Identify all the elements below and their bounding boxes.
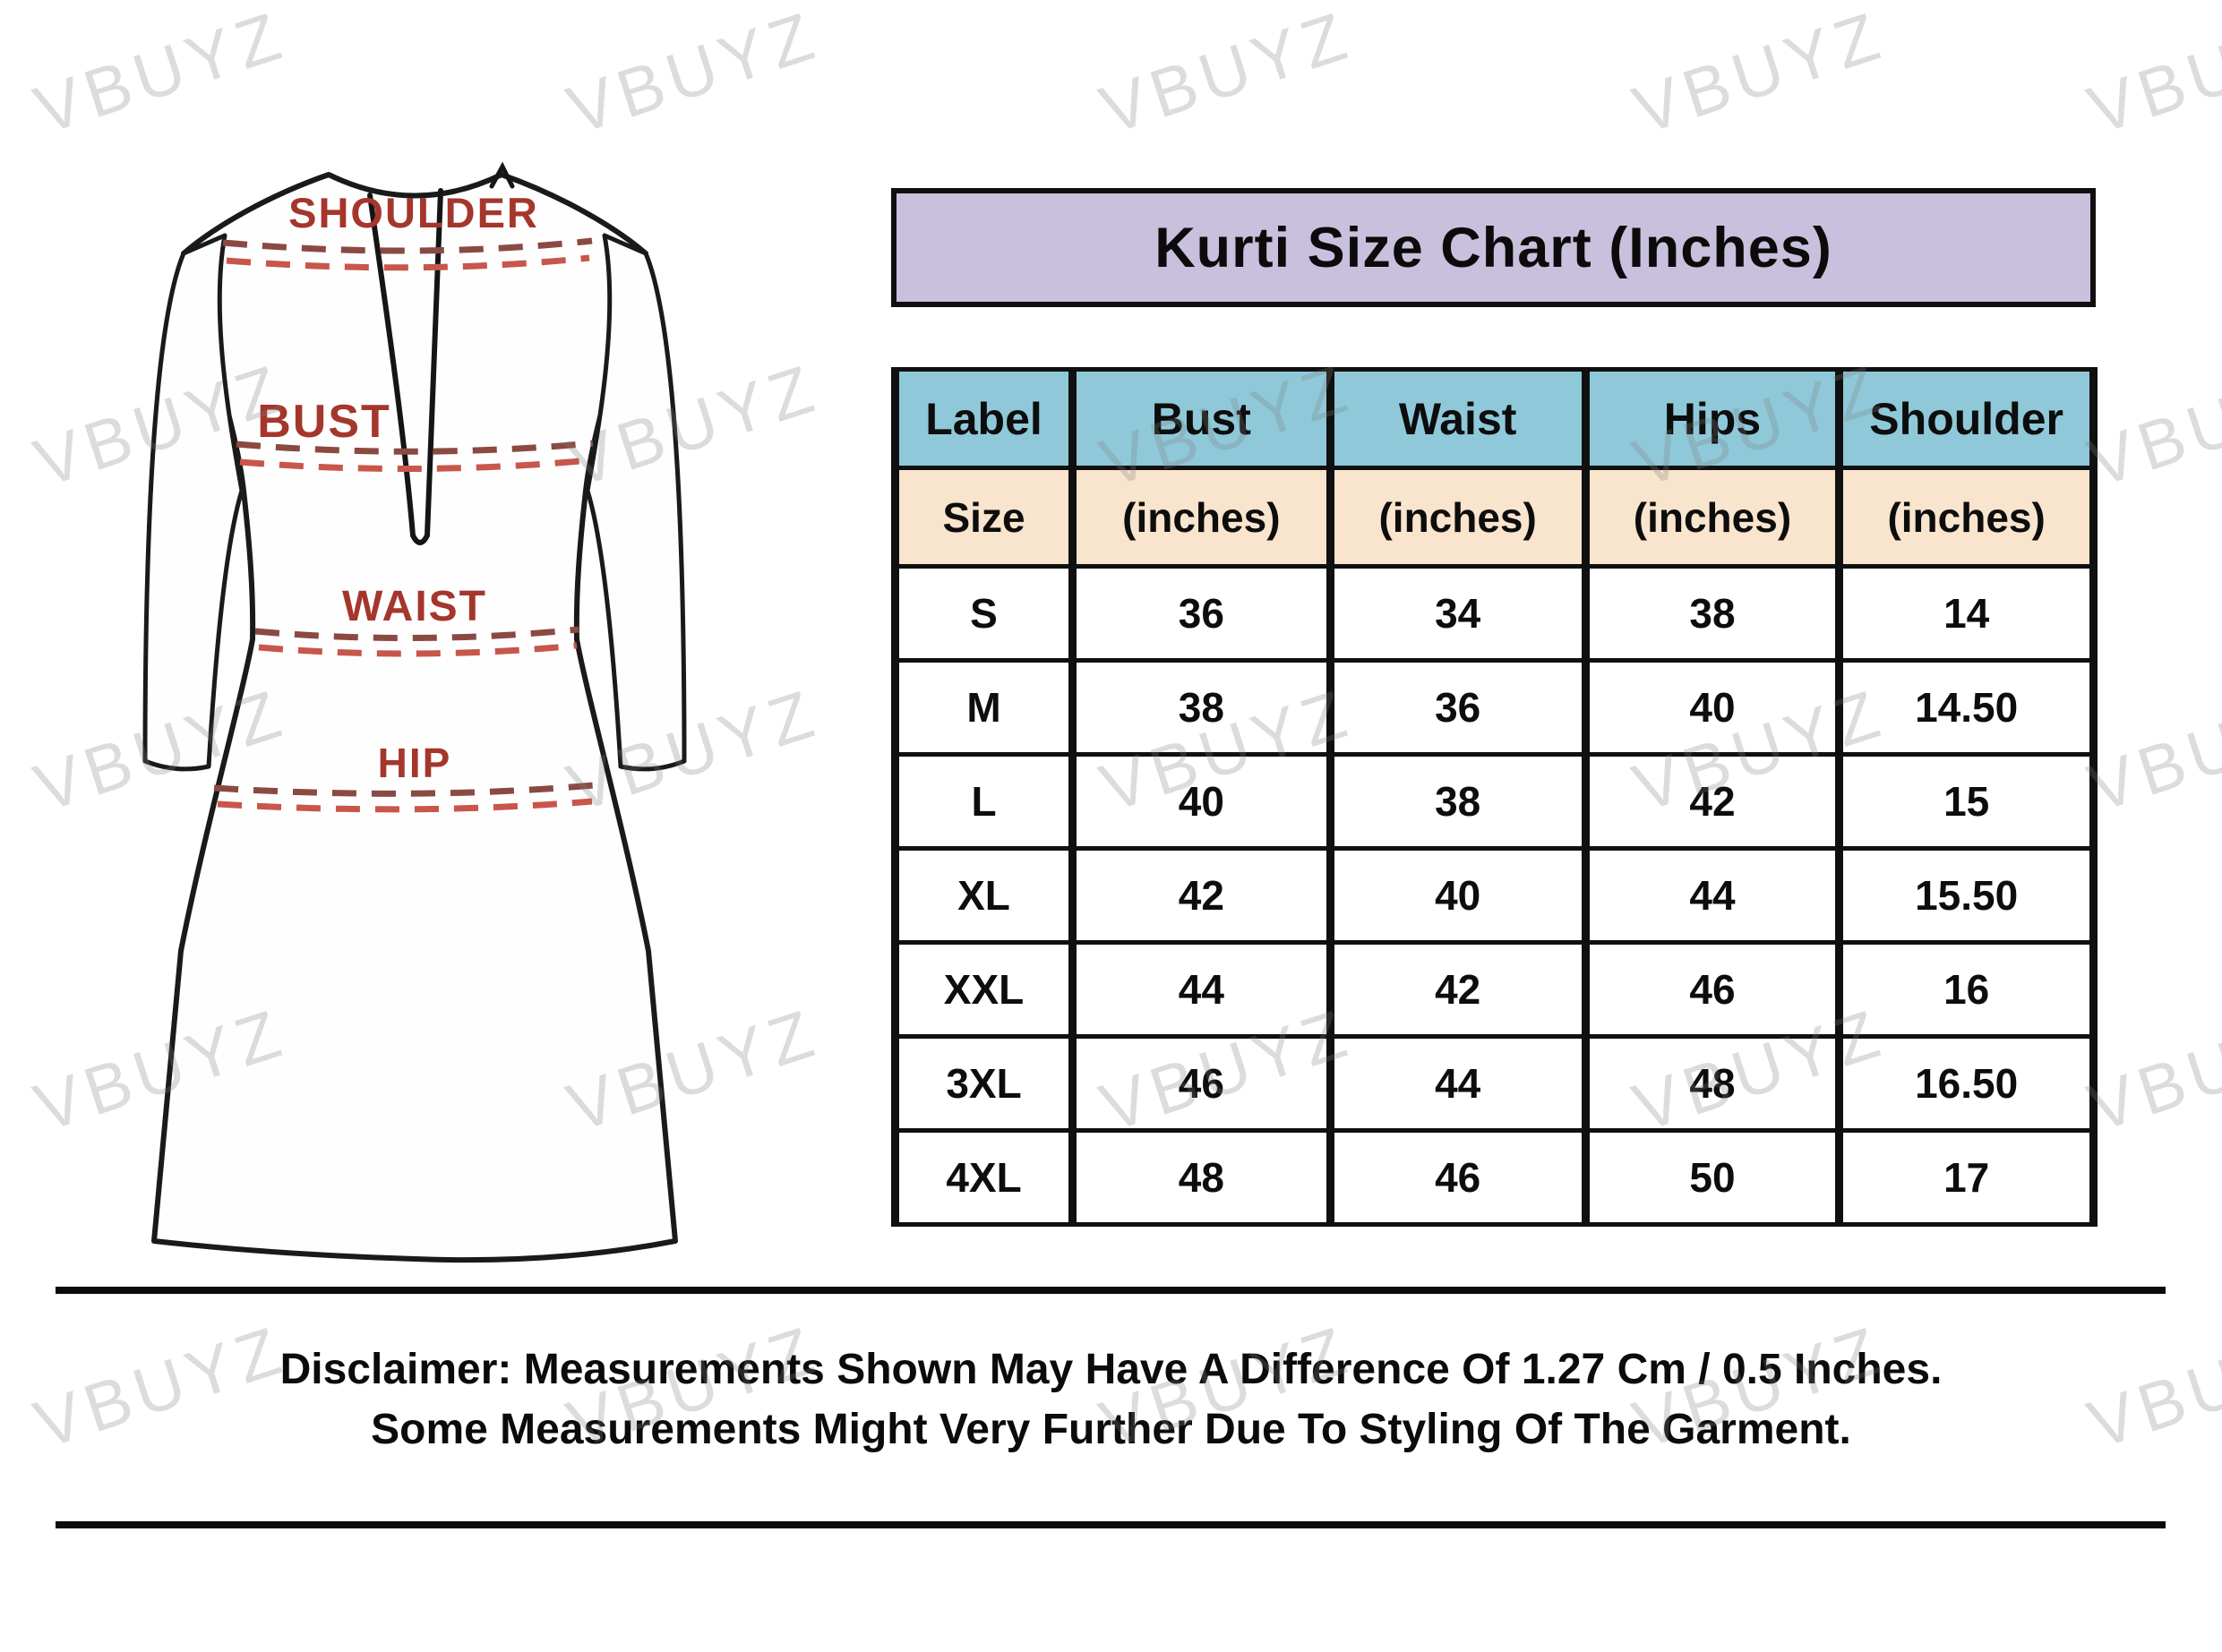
left-sleeve <box>142 233 245 772</box>
hips-cell: 48 <box>1581 1034 1844 1133</box>
header-cell-bust: Bust <box>1068 367 1334 470</box>
hips-cell: 50 <box>1581 1128 1844 1227</box>
waist-cell: 44 <box>1325 1034 1590 1133</box>
bust-cell: 40 <box>1068 752 1334 851</box>
hips-cell: 38 <box>1581 564 1844 663</box>
neck-slit <box>367 188 443 545</box>
bust-cell: 38 <box>1068 658 1334 757</box>
size-cell: XXL <box>890 940 1077 1039</box>
waist-dash-line <box>254 626 579 657</box>
size-cell: L <box>890 752 1077 851</box>
shoulder-cell: 17 <box>1835 1128 2098 1227</box>
watermark-text: VBUYZ <box>558 0 828 150</box>
waist-label: WAIST <box>342 583 487 630</box>
subheader-cell-inches: (inches) <box>1835 466 2098 569</box>
size-cell: M <box>890 658 1077 757</box>
size-chart-title: Kurti Size Chart (Inches) <box>891 188 2096 307</box>
size-cell: 4XL <box>890 1128 1077 1227</box>
watermark-text: VBUYZ <box>1091 0 1361 150</box>
table-row-3xl: 3XL 46 44 48 16.50 <box>890 1034 2098 1133</box>
hip-dash-line <box>213 782 595 813</box>
watermark-text: VBUYZ <box>2079 994 2222 1147</box>
shoulder-cell: 16 <box>1835 940 2098 1039</box>
shoulder-cell: 14.50 <box>1835 658 2098 757</box>
hips-cell: 44 <box>1581 846 1844 945</box>
table-row-xxl: XXL 44 42 46 16 <box>890 940 2098 1039</box>
bust-cell: 44 <box>1068 940 1334 1039</box>
disclaimer-text: Disclaimer: Measurements Shown May Have … <box>0 1340 2222 1459</box>
shoulder-label: SHOULDER <box>288 189 539 236</box>
shoulder-cell: 14 <box>1835 564 2098 663</box>
disclaimer-line-1: Disclaimer: Measurements Shown May Have … <box>279 1346 1943 1393</box>
subheader-cell-inches: (inches) <box>1581 466 1844 569</box>
hips-cell: 42 <box>1581 752 1844 851</box>
size-cell: XL <box>890 846 1077 945</box>
size-chart-table: Label Bust Waist Hips Shoulder Size (inc… <box>890 367 2098 1227</box>
watermark-text: VBUYZ <box>25 0 296 150</box>
kurti-measurement-diagram: SHOULDER BUST WAIST HIP <box>142 161 687 1263</box>
hips-cell: 46 <box>1581 940 1844 1039</box>
header-cell-hips: Hips <box>1581 367 1844 470</box>
table-row-4xl: 4XL 48 46 50 17 <box>890 1128 2098 1227</box>
hip-label: HIP <box>378 740 452 786</box>
shoulder-cell: 16.50 <box>1835 1034 2098 1133</box>
header-cell-waist: Waist <box>1325 367 1590 470</box>
table-row-s: S 36 34 38 14 <box>890 564 2098 663</box>
waist-cell: 34 <box>1325 564 1590 663</box>
watermark-text: VBUYZ <box>2079 349 2222 502</box>
waist-cell: 36 <box>1325 658 1590 757</box>
kurti-outline <box>151 172 678 1263</box>
waist-cell: 46 <box>1325 1128 1590 1227</box>
bust-label: BUST <box>257 396 391 448</box>
watermark-text: VBUYZ <box>2079 674 2222 827</box>
table-header-row: Label Bust Waist Hips Shoulder <box>890 367 2098 470</box>
right-sleeve <box>585 233 687 772</box>
size-cell: S <box>890 564 1077 663</box>
hips-cell: 40 <box>1581 658 1844 757</box>
bust-cell: 46 <box>1068 1034 1334 1133</box>
header-cell-label: Label <box>890 367 1077 470</box>
table-subheader-row: Size (inches) (inches) (inches) (inches) <box>890 466 2098 569</box>
collar-notch <box>489 161 515 189</box>
watermark-text: VBUYZ <box>2079 0 2222 150</box>
shoulder-cell: 15 <box>1835 752 2098 851</box>
bust-cell: 36 <box>1068 564 1334 663</box>
shoulder-cell: 15.50 <box>1835 846 2098 945</box>
subheader-cell-inches: (inches) <box>1325 466 1590 569</box>
divider-line-top <box>56 1287 2166 1294</box>
shoulder-dash-line <box>222 237 593 271</box>
header-cell-shoulder: Shoulder <box>1835 367 2098 470</box>
bust-cell: 42 <box>1068 846 1334 945</box>
bust-cell: 48 <box>1068 1128 1334 1227</box>
waist-cell: 38 <box>1325 752 1590 851</box>
bust-dash-line <box>236 440 594 473</box>
disclaimer-line-2: Some Measurements Might Very Further Due… <box>371 1406 1851 1453</box>
table-row-m: M 38 36 40 14.50 <box>890 658 2098 757</box>
watermark-text: VBUYZ <box>1624 0 1894 150</box>
table-row-xl: XL 42 40 44 15.50 <box>890 846 2098 945</box>
table-row-l: L 40 38 42 15 <box>890 752 2098 851</box>
waist-cell: 42 <box>1325 940 1590 1039</box>
subheader-cell-size: Size <box>890 466 1077 569</box>
size-cell: 3XL <box>890 1034 1077 1133</box>
waist-cell: 40 <box>1325 846 1590 945</box>
subheader-cell-inches: (inches) <box>1068 466 1334 569</box>
divider-line-bottom <box>56 1521 2166 1528</box>
